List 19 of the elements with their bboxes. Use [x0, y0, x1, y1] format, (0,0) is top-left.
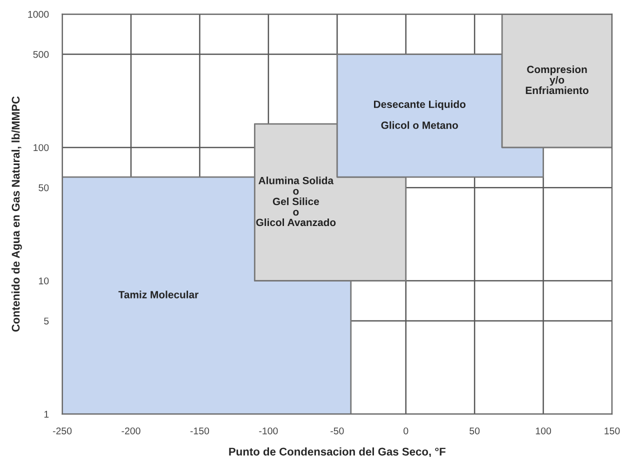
y-tick-label: 1: [44, 410, 49, 418]
x-tick-label: 0: [404, 427, 408, 434]
y-tick-label: 10: [39, 277, 49, 284]
x-tick-label: 100: [536, 427, 552, 434]
x-tick-label: -200: [122, 427, 140, 434]
y-tick-label: 1000: [28, 10, 49, 18]
series-label: Compresion y/o Enfriamiento: [526, 65, 588, 94]
x-tick-label: -150: [190, 427, 210, 434]
y-tick-label: 100: [34, 144, 49, 152]
y-tick-label: 500: [33, 51, 49, 58]
y-tick-label: 5: [44, 318, 49, 324]
y-axis-title: Contenido de Agua en Gas Natural, lb/MMPC: [11, 96, 22, 332]
y-tick-label: 50: [38, 184, 49, 192]
x-tick-label: -250: [52, 427, 72, 434]
x-tick-label: -100: [259, 427, 278, 434]
x-tick-label: -50: [330, 427, 344, 434]
x-tick-label: 150: [604, 427, 620, 434]
x-tick-label: 50: [470, 427, 480, 434]
x-axis-title: Punto de Condensacion del Gas Seco, °F: [229, 447, 446, 457]
